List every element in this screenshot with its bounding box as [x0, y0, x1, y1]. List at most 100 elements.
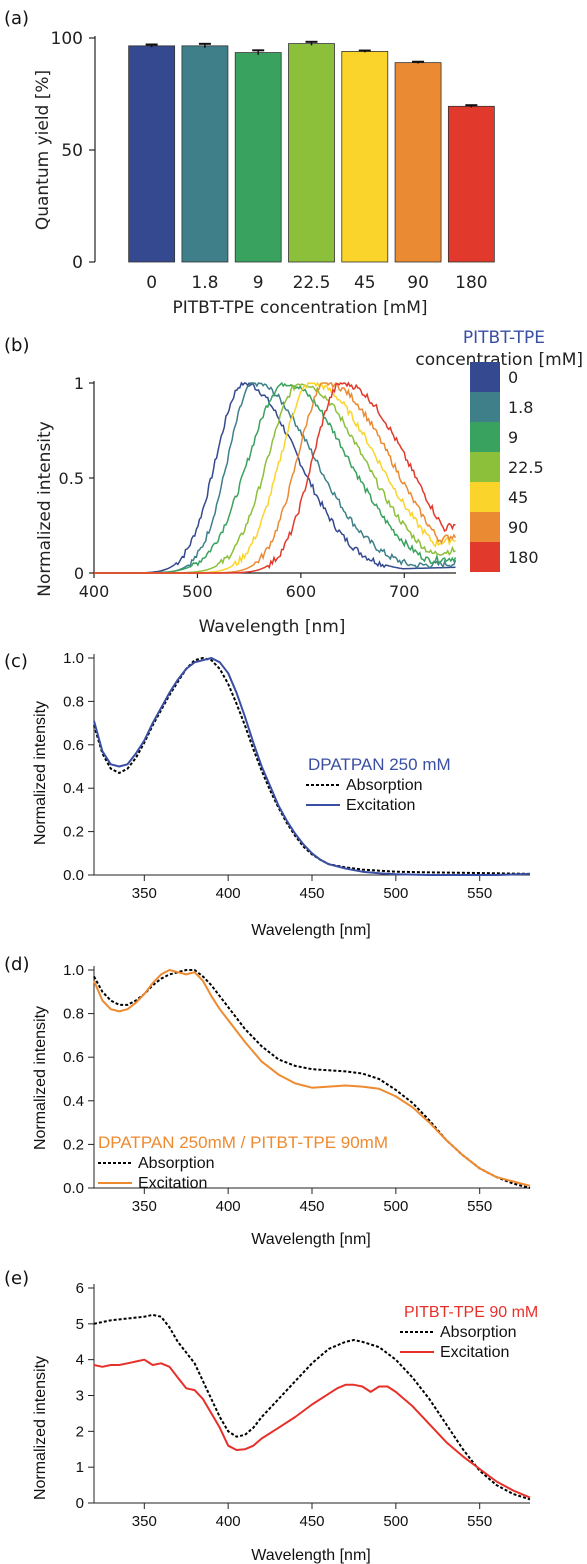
- x-axis-label: Wavelength [nm]: [251, 1231, 370, 1248]
- y-tick-label: 0.2: [63, 1136, 84, 1153]
- y-axis-label: Normalized intensity: [32, 1006, 49, 1150]
- x-tick-label: 600: [286, 582, 317, 601]
- y-tick-label: 0.6: [63, 737, 84, 754]
- x-tick-label: 45: [354, 273, 376, 293]
- panel-label-c: (c): [4, 651, 28, 672]
- y-tick-label: 1: [76, 1459, 84, 1476]
- y-tick-label: 0.4: [63, 780, 84, 797]
- series-line-excitation: [93, 969, 531, 1187]
- series-line-absorption: [93, 1313, 531, 1501]
- y-tick-label: 0: [76, 1495, 84, 1512]
- legend-label-9: 9: [508, 428, 518, 447]
- series-line-excitation: [93, 657, 531, 876]
- panel-label-d: (d): [4, 954, 29, 975]
- y-axis-label: Normalized intensity: [35, 421, 55, 597]
- legend-title: PITBT-TPE 90 mM: [404, 1304, 538, 1321]
- panel-a: (a) Quantum yield [%] PITBT-TPE concentr…: [0, 0, 587, 325]
- bar-90: [394, 62, 442, 263]
- x-tick-label: 450: [299, 1513, 324, 1530]
- x-tick-label: 400: [216, 885, 241, 902]
- x-tick-label: 700: [389, 582, 420, 601]
- x-tick-label: 180: [455, 273, 487, 293]
- y-tick-label: 1.0: [63, 962, 84, 979]
- bar-chart-quantum-yield: (a) Quantum yield [%] PITBT-TPE concentr…: [4, 8, 495, 318]
- dpatpan-spectra-chart: (c) Normalized intensity Wavelength [nm]…: [4, 650, 531, 939]
- y-tick-label: 1.0: [63, 650, 84, 667]
- y-tick-label: 100: [51, 29, 83, 49]
- y-tick-label: 50: [61, 141, 83, 161]
- y-tick-label: 0: [74, 564, 84, 583]
- x-tick-label: 550: [467, 1513, 492, 1530]
- legend-label-absorption: Absorption: [346, 777, 423, 794]
- x-tick-label: 550: [467, 1198, 492, 1215]
- x-tick-label: 400: [216, 1513, 241, 1530]
- x-tick-label: 350: [132, 885, 157, 902]
- x-tick-label: 450: [299, 1198, 324, 1215]
- legend-title: DPATPAN 250mM / PITBT-TPE 90mM: [98, 1133, 388, 1152]
- bar-1.8: [181, 45, 229, 263]
- y-tick-label: 0.2: [63, 824, 84, 841]
- bar-180: [447, 105, 495, 263]
- bar-0: [128, 45, 176, 263]
- y-axis-label: Quantum yield [%]: [33, 70, 53, 230]
- x-tick-label: 1.8: [191, 273, 218, 293]
- x-axis-label: Wavelength [nm]: [199, 617, 346, 637]
- y-tick-label: 0.5: [59, 469, 84, 488]
- y-tick-label: 3: [76, 1388, 84, 1405]
- panel-label-b: (b): [4, 335, 29, 356]
- x-tick-label: 350: [132, 1513, 157, 1530]
- series-line-absorption: [93, 657, 531, 875]
- x-tick-label: 350: [132, 1198, 157, 1215]
- panel-b: (b) Normalized intensity Wavelength [nm]…: [0, 325, 587, 643]
- legend-swatch-180: [470, 542, 500, 572]
- series-line-45: [94, 381, 456, 574]
- legend-swatch-45: [470, 482, 500, 512]
- y-tick-label: 0.4: [63, 1093, 84, 1110]
- y-axis-label: Normalized intensity: [32, 701, 49, 845]
- y-tick-label: 2: [76, 1423, 84, 1440]
- y-tick-label: 0.6: [63, 1049, 84, 1066]
- x-tick-label: 450: [299, 885, 324, 902]
- bar-9: [234, 52, 282, 263]
- emission-spectra-chart: (b) Normalized intensity Wavelength [nm]…: [4, 328, 583, 637]
- panel-e: (e) Normalized intensity Wavelength [nm]…: [0, 1258, 587, 1564]
- legend-label-absorption: Absorption: [138, 1155, 215, 1172]
- series-line-excitation: [93, 1358, 531, 1499]
- bar-45: [341, 51, 389, 263]
- panel-label-e: (e): [4, 1268, 29, 1289]
- x-tick-label: 22.5: [293, 273, 331, 293]
- x-tick-label: 500: [383, 885, 408, 902]
- y-tick-label: 1: [74, 374, 84, 393]
- y-tick-label: 0.0: [63, 867, 84, 884]
- legend-title-concentration: concentration [mM]: [415, 350, 583, 370]
- legend-label-22.5: 22.5: [508, 458, 544, 477]
- series-line-absorption: [93, 969, 531, 1189]
- x-tick-label: 9: [253, 273, 264, 293]
- dpatpan-pitbt-spectra-chart: (d) Normalized intensity Wavelength [nm]…: [4, 954, 531, 1248]
- x-tick-label: 500: [182, 582, 213, 601]
- x-tick-label: 500: [383, 1513, 408, 1530]
- y-axis-label: Normalized intensity: [32, 1356, 49, 1500]
- legend-label-excitation: Excitation: [346, 797, 415, 814]
- panel-label-a: (a): [4, 8, 29, 29]
- legend-swatch-90: [470, 512, 500, 542]
- x-tick-label: 400: [216, 1198, 241, 1215]
- legend-label-absorption: Absorption: [440, 1324, 517, 1341]
- y-tick-label: 4: [76, 1352, 84, 1369]
- y-tick-label: 0.8: [63, 693, 84, 710]
- legend-swatch-9: [470, 422, 500, 452]
- legend-title-compound: PITBT-TPE: [463, 328, 545, 348]
- x-tick-label: 500: [383, 1198, 408, 1215]
- legend-swatch-1.8: [470, 392, 500, 422]
- series-line-0: [94, 381, 456, 574]
- legend-label-180: 180: [508, 548, 539, 567]
- panel-c: (c) Normalized intensity Wavelength [nm]…: [0, 643, 587, 948]
- legend-swatch-0: [470, 362, 500, 392]
- y-tick-label: 0: [72, 253, 83, 273]
- legend-label-90: 90: [508, 518, 528, 537]
- x-tick-label: 90: [407, 273, 429, 293]
- legend-title: DPATPAN 250 mM: [308, 755, 451, 774]
- x-axis-label: Wavelength [nm]: [251, 1547, 370, 1564]
- series-line-180: [94, 381, 456, 574]
- x-tick-label: 400: [79, 582, 110, 601]
